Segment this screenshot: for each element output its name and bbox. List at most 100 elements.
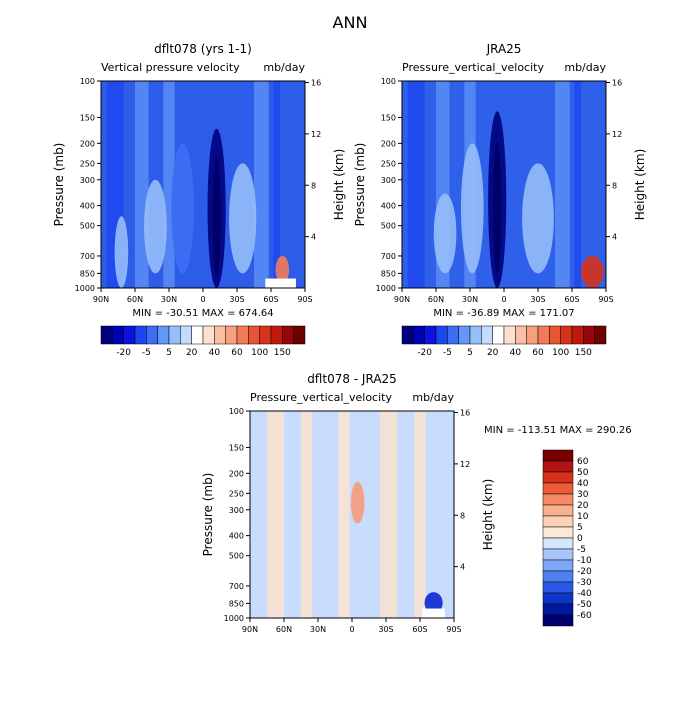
y-tick-label: 300	[80, 176, 95, 185]
x-tick-label: 0	[349, 625, 354, 634]
x-tick-label: 0	[200, 295, 205, 304]
colorbar-swatch	[542, 493, 574, 506]
colorbar-swatch	[191, 325, 204, 345]
colorbar-label: 20	[487, 348, 499, 358]
colorbar-label: -5	[443, 348, 452, 358]
colorbar-swatch	[542, 460, 574, 473]
colorbar-label: -40	[577, 589, 592, 599]
colorbar-label: -20	[116, 348, 131, 358]
y-tick-label: 850	[80, 269, 95, 278]
colorbar-swatch	[100, 325, 113, 345]
y2-tick-label: 8	[460, 511, 465, 520]
colorbar-label: -30	[577, 578, 592, 588]
y-tick-label: 100	[229, 407, 244, 416]
colorbar-swatch	[549, 325, 561, 345]
colorbar-label: -10	[577, 556, 592, 566]
heatmap-band	[574, 81, 582, 288]
x-tick-label: 90S	[297, 295, 312, 304]
y-tick-label: 500	[80, 222, 95, 231]
y-tick-label: 700	[80, 252, 95, 261]
panel-title: dflt078 - JRA25	[307, 372, 397, 386]
x-tick-label: 30N	[462, 295, 478, 304]
heatmap-feature	[350, 481, 365, 524]
colorbar-swatch	[542, 559, 574, 572]
colorbar-swatch	[542, 548, 574, 561]
panel-variable-label: Pressure_vertical_velocity	[402, 61, 544, 74]
y2-tick-label: 12	[460, 460, 470, 469]
colorbar-swatch	[435, 325, 448, 345]
colorbar-label: 40	[577, 479, 589, 489]
x-tick-label: 0	[501, 295, 506, 304]
colorbar-label: 5	[467, 348, 473, 358]
y-tick-label: 700	[229, 582, 244, 591]
colorbar-label: 60	[231, 348, 243, 358]
colorbar-label: 150	[575, 348, 592, 358]
colorbar-label: 40	[510, 348, 522, 358]
x-tick-label: 60N	[428, 295, 444, 304]
chart-obs	[398, 80, 610, 345]
heatmap-feature	[581, 255, 604, 288]
colorbar-swatch	[542, 482, 574, 495]
y-tick-label: 700	[381, 252, 396, 261]
x-tick-label: 60N	[276, 625, 292, 634]
colorbar-swatch	[469, 325, 482, 345]
x-tick-label: 30N	[161, 295, 177, 304]
colorbar-label: 40	[209, 348, 221, 358]
heatmap-feature	[229, 163, 257, 274]
y2-tick-label: 12	[612, 130, 622, 139]
colorbar-label: 20	[577, 501, 589, 511]
heatmap-feature	[460, 143, 484, 274]
colorbar-label: 0	[577, 534, 583, 544]
y-tick-label: 500	[381, 222, 396, 231]
y2-tick-label: 8	[311, 181, 316, 190]
heatmap-feature	[275, 255, 290, 284]
heatmap-band	[135, 81, 149, 288]
colorbar-label: 100	[552, 348, 569, 358]
y2-axis-label: Height (km)	[633, 149, 647, 220]
y-tick-label: 500	[229, 552, 244, 561]
chart-model	[97, 80, 309, 345]
colorbar-swatch	[146, 325, 158, 345]
heatmap-band	[414, 411, 426, 618]
colorbar-swatch	[542, 581, 574, 594]
y2-tick-label: 4	[311, 233, 316, 242]
colorbar-swatch	[492, 325, 505, 345]
colorbar-label: 5	[166, 348, 172, 358]
colorbar-swatch	[542, 526, 574, 539]
colorbar-swatch	[401, 325, 414, 345]
panel-title: JRA25	[486, 42, 522, 56]
colorbar-swatch	[542, 515, 574, 528]
x-tick-label: 30S	[530, 295, 545, 304]
colorbar-label: -5	[142, 348, 151, 358]
colorbar-label: -20	[417, 348, 432, 358]
colorbar-swatch	[542, 603, 574, 616]
heatmap-band	[163, 81, 175, 288]
x-tick-label: 60N	[127, 295, 143, 304]
y2-tick-label: 16	[460, 409, 470, 418]
x-tick-label: 90N	[93, 295, 109, 304]
panel-title: dflt078 (yrs 1-1)	[154, 42, 252, 56]
colorbar-swatch	[248, 325, 260, 345]
y-tick-label: 150	[229, 443, 244, 452]
y-tick-label: 300	[229, 506, 244, 515]
colorbar-label: 5	[577, 523, 583, 533]
y2-tick-label: 16	[311, 79, 321, 88]
panel-variable-label: Pressure_vertical_velocity	[250, 391, 392, 404]
colorbar-label: -50	[577, 600, 592, 610]
y-tick-label: 400	[80, 202, 95, 211]
colorbar-swatch	[123, 325, 136, 345]
y-tick-label: 200	[381, 139, 396, 148]
y2-tick-label: 4	[460, 563, 465, 572]
colorbar-swatch	[542, 537, 574, 550]
colorbar-swatch	[542, 570, 574, 583]
heatmap-feature	[522, 163, 554, 274]
colorbar-swatch	[537, 325, 550, 345]
colorbar-label: 50	[577, 468, 589, 478]
colorbar-label: -60	[577, 611, 592, 621]
x-tick-label: 90N	[242, 625, 258, 634]
colorbar-swatch	[571, 325, 584, 345]
y-axis-label: Pressure (mb)	[353, 143, 367, 227]
colorbar-swatch	[236, 325, 249, 345]
y-tick-label: 100	[80, 77, 95, 86]
